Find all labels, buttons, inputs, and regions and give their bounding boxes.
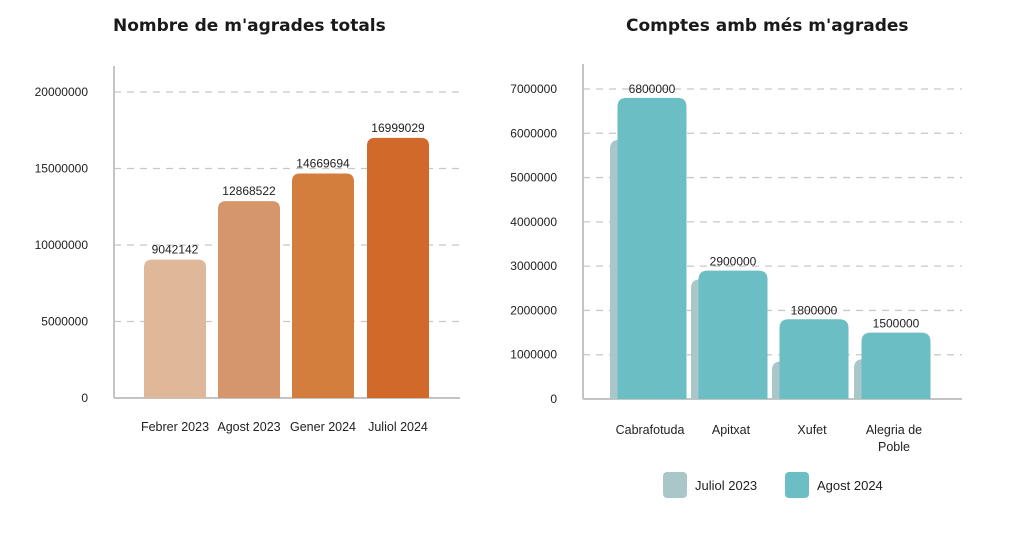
y-tick-label: 7000000 bbox=[510, 82, 557, 96]
bar bbox=[144, 259, 206, 398]
y-tick-label: 0 bbox=[550, 392, 557, 406]
y-tick-label: 1000000 bbox=[510, 348, 557, 362]
data-label: 6800000 bbox=[629, 82, 676, 96]
y-tick-label: 6000000 bbox=[510, 126, 557, 140]
bar-series-2 bbox=[617, 97, 687, 399]
bar bbox=[367, 137, 429, 398]
data-label: 12868522 bbox=[222, 184, 276, 198]
legend-swatch-series-1 bbox=[663, 472, 687, 498]
x-tick-label: Gener 2024 bbox=[290, 420, 356, 434]
chart-title-top-accounts: Comptes amb més m'agrades bbox=[626, 16, 909, 36]
legend-swatch-series-2 bbox=[785, 472, 809, 498]
data-label: 9042142 bbox=[152, 243, 199, 257]
y-tick-label: 3000000 bbox=[510, 259, 557, 273]
bar-series-2 bbox=[861, 332, 931, 399]
y-tick-label: 5000000 bbox=[41, 315, 88, 329]
y-tick-label: 10000000 bbox=[35, 238, 89, 252]
data-label: 14669694 bbox=[296, 157, 350, 171]
y-tick-label: 2000000 bbox=[510, 303, 557, 317]
data-label: 16999029 bbox=[371, 121, 425, 135]
bar-series-2 bbox=[779, 319, 849, 399]
x-tick-label: Agost 2023 bbox=[217, 420, 280, 434]
x-tick-label: Poble bbox=[878, 440, 910, 454]
chart-title-total-likes: Nombre de m'agrades totals bbox=[113, 16, 386, 36]
x-tick-label: Febrer 2023 bbox=[141, 420, 209, 434]
data-label: 1800000 bbox=[791, 303, 838, 317]
y-tick-label: 4000000 bbox=[510, 215, 557, 229]
bar bbox=[292, 173, 354, 398]
x-tick-label: Juliol 2024 bbox=[368, 420, 428, 434]
legend-item-series-1: Juliol 2023 bbox=[663, 472, 757, 498]
x-tick-label: Apitxat bbox=[712, 423, 751, 437]
data-label: 1500000 bbox=[873, 317, 920, 331]
bar-series-2 bbox=[698, 270, 768, 399]
x-tick-label: Cabrafotuda bbox=[616, 423, 685, 437]
y-tick-label: 5000000 bbox=[510, 171, 557, 185]
y-tick-label: 0 bbox=[81, 391, 88, 405]
legend-label-series-2: Agost 2024 bbox=[817, 477, 883, 493]
legend-item-series-2: Agost 2024 bbox=[785, 472, 883, 498]
bar bbox=[218, 201, 280, 398]
legend-label-series-1: Juliol 2023 bbox=[695, 477, 758, 493]
x-tick-label: Alegria de bbox=[866, 423, 922, 437]
y-tick-label: 20000000 bbox=[35, 85, 89, 99]
x-tick-label: Xufet bbox=[797, 423, 827, 437]
data-label: 2900000 bbox=[710, 255, 757, 269]
y-tick-label: 15000000 bbox=[35, 162, 89, 176]
